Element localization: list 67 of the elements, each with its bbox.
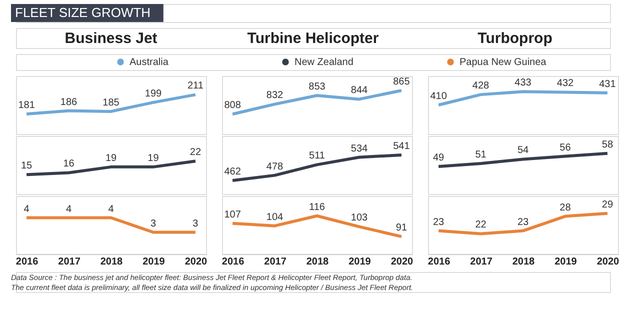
data-label: 3 — [192, 218, 199, 230]
data-label: 433 — [514, 78, 532, 89]
data-label: 58 — [602, 139, 614, 150]
x-tick-label: 2019 — [348, 256, 372, 268]
x-tick-label: 2016 — [222, 256, 245, 268]
data-label: 186 — [60, 96, 78, 108]
x-tick-label: 2016 — [16, 256, 39, 268]
x-tick-label: 2017 — [470, 256, 493, 268]
data-label: 211 — [187, 80, 204, 92]
x-tick-label: 2020 — [184, 256, 208, 268]
x-tick-label: 2019 — [142, 256, 166, 268]
chart-title: Turboprop — [478, 30, 552, 47]
data-label: 23 — [432, 216, 445, 228]
x-tick-label: 2020 — [596, 256, 620, 268]
data-label: 844 — [350, 85, 368, 96]
text: FLEET SIZE GROWTH — [15, 5, 151, 20]
data-label: 410 — [430, 91, 448, 102]
data-label: 199 — [144, 88, 162, 100]
data-label: 23 — [517, 216, 529, 228]
data-label: 462 — [224, 166, 242, 178]
x-tick-label: 2018 — [512, 256, 536, 268]
data-label: 4 — [66, 204, 72, 215]
data-label: 19 — [148, 152, 160, 164]
data-label: 3 — [150, 218, 156, 230]
x-tick-label: 2017 — [264, 256, 287, 268]
data-label: 832 — [266, 90, 284, 102]
x-tick-label: 2018 — [100, 256, 124, 268]
data-label: 181 — [18, 100, 36, 112]
data-label: 56 — [560, 142, 572, 154]
data-label: 431 — [599, 78, 616, 90]
data-label: 104 — [266, 212, 284, 223]
data-label: 54 — [517, 145, 529, 156]
legend-label: Papua New Guinea — [460, 57, 547, 68]
data-label: 541 — [393, 141, 410, 152]
data-label: 511 — [309, 150, 326, 162]
data-label: 853 — [308, 81, 326, 92]
data-label: 107 — [224, 209, 242, 220]
data-label: 534 — [350, 143, 368, 154]
data-label: 808 — [224, 100, 242, 112]
data-label: 478 — [266, 161, 284, 172]
data-label: 91 — [396, 222, 408, 234]
data-label: 28 — [560, 202, 572, 214]
data-label: 19 — [105, 152, 117, 164]
data-label: 16 — [63, 158, 75, 170]
data-label: 103 — [350, 212, 368, 224]
legend-label: New Zealand — [294, 57, 354, 68]
data-label: 15 — [20, 160, 33, 172]
data-label: 116 — [309, 202, 326, 213]
data-label: 49 — [432, 152, 445, 164]
x-tick-label: 2016 — [428, 256, 451, 268]
chart-title: Turbine Helicopter — [247, 30, 379, 47]
x-tick-label: 2019 — [554, 256, 578, 268]
chart-title: Business Jet — [64, 30, 158, 47]
data-label: 22 — [475, 220, 487, 231]
data-label: 865 — [393, 76, 410, 88]
data-label: 185 — [102, 97, 120, 108]
data-label: 22 — [190, 147, 202, 158]
data-label: 428 — [472, 80, 490, 92]
data-label: 4 — [108, 204, 114, 215]
x-tick-label: 2017 — [58, 256, 81, 268]
data-label: 29 — [602, 199, 614, 210]
legend-label: Australia — [130, 57, 169, 68]
data-label: 4 — [24, 204, 30, 215]
data-label: 432 — [556, 78, 574, 90]
x-tick-label: 2020 — [390, 256, 414, 268]
x-tick-label: 2018 — [306, 256, 330, 268]
data-label: 51 — [475, 150, 487, 161]
